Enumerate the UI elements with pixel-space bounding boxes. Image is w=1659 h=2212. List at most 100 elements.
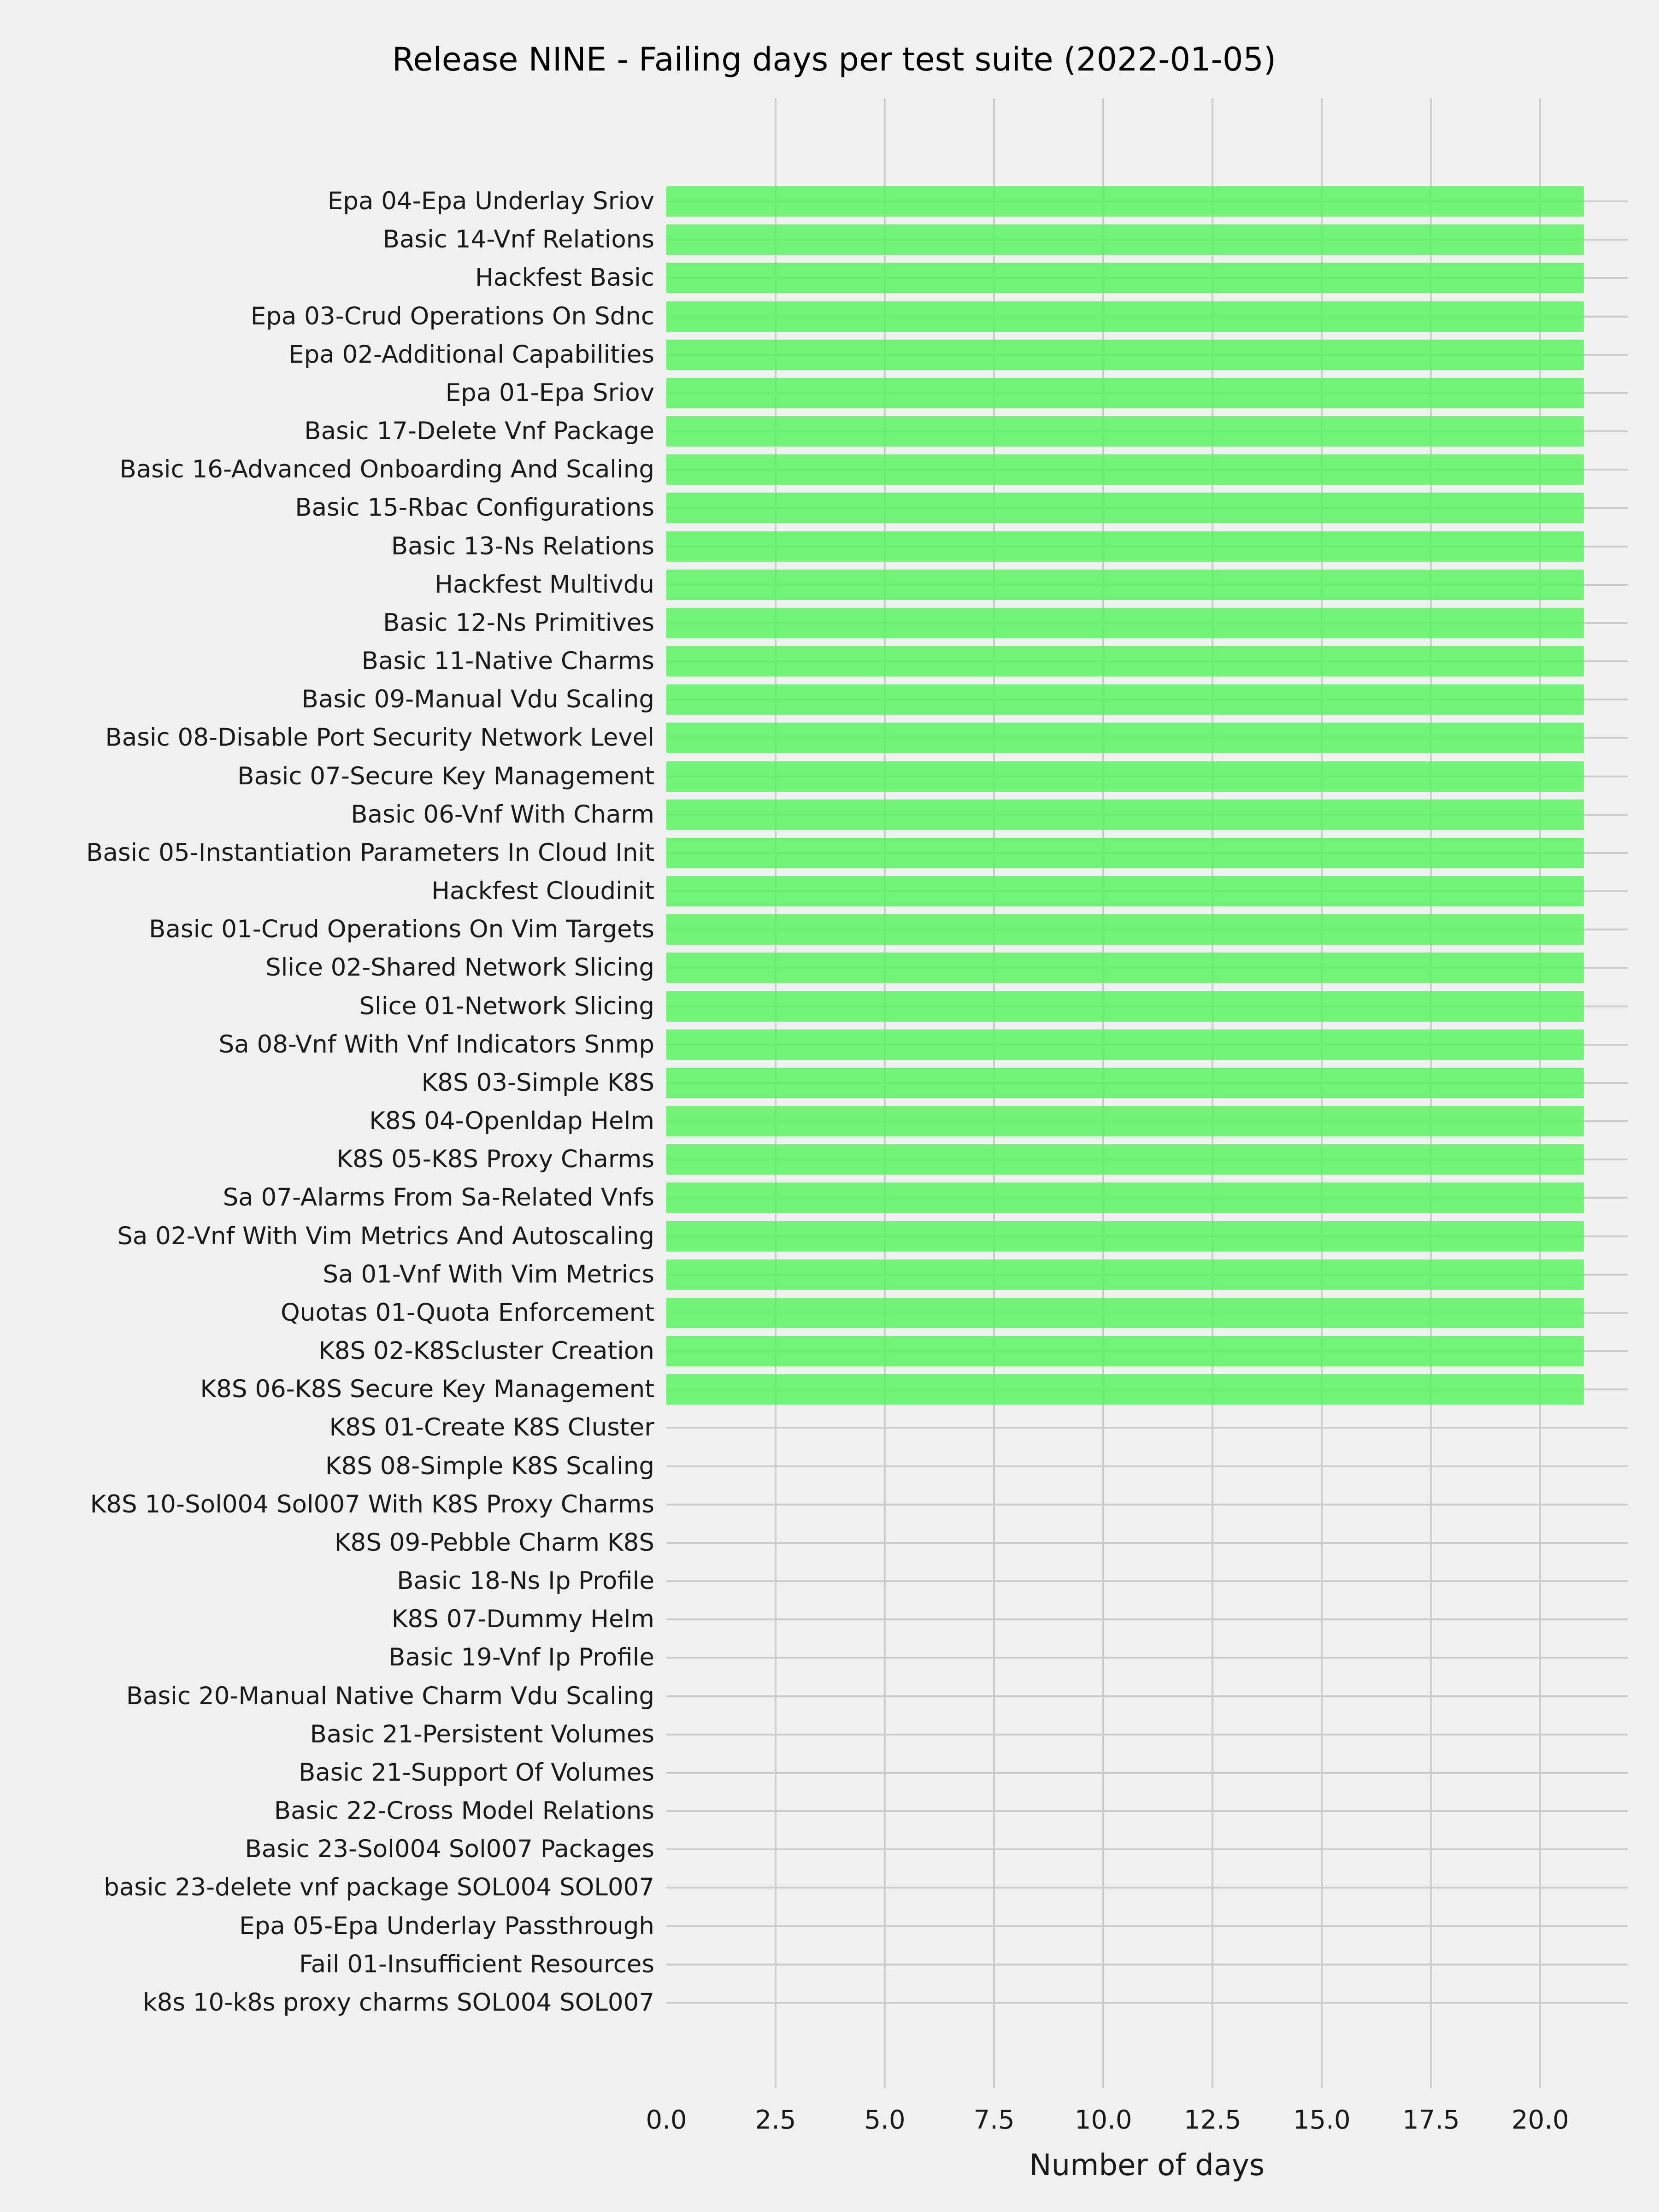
y-tick-label: Basic 05-Instantiation Parameters In Clo… bbox=[86, 838, 654, 867]
y-tick-label: Basic 19-Vnf Ip Profile bbox=[388, 1643, 654, 1672]
bar-row bbox=[666, 681, 1628, 719]
bar bbox=[666, 646, 1584, 677]
bar-row bbox=[666, 1485, 1628, 1524]
bar-row bbox=[666, 412, 1628, 450]
bar-row bbox=[666, 1025, 1628, 1064]
bar bbox=[666, 761, 1584, 792]
y-gridline bbox=[666, 1925, 1628, 1927]
y-tick-label: K8S 03-Simple K8S bbox=[421, 1068, 654, 1097]
bar bbox=[666, 607, 1584, 638]
y-tick-label: Basic 06-Vnf With Charm bbox=[351, 800, 654, 829]
y-tick-label: Slice 01-Network Slicing bbox=[359, 992, 654, 1020]
plot-area bbox=[666, 98, 1628, 2088]
y-tick-label: Hackfest Basic bbox=[475, 264, 654, 292]
x-tick-label: 20.0 bbox=[1512, 2105, 1569, 2135]
chart-title: Release NINE - Failing days per test sui… bbox=[392, 41, 1277, 78]
bar-row bbox=[666, 1869, 1628, 1907]
bar bbox=[666, 1029, 1584, 1060]
y-gridline bbox=[666, 1771, 1628, 1774]
y-tick-label: K8S 04-Openldap Helm bbox=[369, 1107, 654, 1135]
y-gridline bbox=[666, 1657, 1628, 1659]
y-tick-label: K8S 07-Dummy Helm bbox=[391, 1605, 654, 1634]
bar-row bbox=[666, 489, 1628, 527]
y-gridline bbox=[666, 1810, 1628, 1812]
bar-row bbox=[666, 1792, 1628, 1830]
y-tick-label: Basic 23-Sol004 Sol007 Packages bbox=[245, 1835, 654, 1864]
bar-row bbox=[666, 182, 1628, 220]
x-tick-label: 2.5 bbox=[755, 2105, 796, 2135]
y-tick-label: basic 23-delete vnf package SOL004 SOL00… bbox=[104, 1873, 654, 1902]
y-gridline bbox=[666, 1618, 1628, 1621]
bar-row bbox=[666, 911, 1628, 949]
bar bbox=[666, 1106, 1584, 1137]
bar bbox=[666, 569, 1584, 600]
y-tick-label: Basic 01-Crud Operations On Vim Targets bbox=[149, 915, 654, 944]
bar bbox=[666, 837, 1584, 868]
y-tick-label: Basic 17-Delete Vnf Package bbox=[304, 417, 654, 446]
y-gridline bbox=[666, 1848, 1628, 1851]
y-tick-label: Basic 14-Vnf Relations bbox=[382, 225, 654, 254]
bar-row bbox=[666, 1524, 1628, 1562]
bar bbox=[666, 799, 1584, 830]
bar-row bbox=[666, 259, 1628, 297]
bar-row bbox=[666, 297, 1628, 335]
bar-row bbox=[666, 1447, 1628, 1485]
bar-row bbox=[666, 1907, 1628, 1945]
x-tick-label: 12.5 bbox=[1183, 2105, 1241, 2135]
bar-row bbox=[666, 1332, 1628, 1371]
bar bbox=[666, 1182, 1584, 1213]
bar bbox=[666, 531, 1584, 562]
bar bbox=[666, 991, 1584, 1022]
y-tick-label: Basic 15-Rbac Configurations bbox=[295, 494, 654, 522]
y-tick-label: Basic 21-Persistent Volumes bbox=[310, 1720, 655, 1748]
x-tick-label: 5.0 bbox=[864, 2105, 906, 2135]
y-gridline bbox=[666, 1963, 1628, 1965]
bar bbox=[666, 1221, 1584, 1252]
bar-row bbox=[666, 1562, 1628, 1600]
y-tick-label: Sa 01-Vnf With Vim Metrics bbox=[323, 1260, 654, 1288]
x-tick-label: 17.5 bbox=[1402, 2105, 1460, 2135]
y-tick-label: K8S 06-K8S Secure Key Management bbox=[200, 1375, 654, 1404]
bar-row bbox=[666, 565, 1628, 604]
y-tick-label: Sa 07-Alarms From Sa-Related Vnfs bbox=[223, 1183, 654, 1212]
y-tick-label: Basic 20-Manual Native Charm Vdu Scaling bbox=[126, 1682, 654, 1710]
bar-row bbox=[666, 872, 1628, 910]
y-gridline bbox=[666, 1427, 1628, 1429]
bar-row bbox=[666, 1217, 1628, 1255]
bar-row bbox=[666, 757, 1628, 795]
y-tick-label: Basic 16-Advanced Onboarding And Scaling bbox=[119, 455, 654, 484]
x-tick-label: 0.0 bbox=[646, 2105, 687, 2135]
y-gridline bbox=[666, 1733, 1628, 1735]
y-tick-label: K8S 05-K8S Proxy Charms bbox=[336, 1145, 654, 1174]
bar-row bbox=[666, 1677, 1628, 1715]
y-tick-label: Fail 01-Insufficient Resources bbox=[299, 1950, 654, 1978]
bar bbox=[666, 377, 1584, 408]
bar bbox=[666, 953, 1584, 983]
y-gridline bbox=[666, 1887, 1628, 1889]
bar-row bbox=[666, 1753, 1628, 1792]
y-gridline bbox=[666, 1580, 1628, 1583]
bar-row bbox=[666, 1294, 1628, 1332]
bar bbox=[666, 723, 1584, 753]
bar bbox=[666, 263, 1584, 294]
y-gridline bbox=[666, 2001, 1628, 2004]
bar bbox=[666, 1259, 1584, 1290]
y-tick-label: K8S 10-Sol004 Sol007 With K8S Proxy Char… bbox=[90, 1490, 655, 1518]
bar-row bbox=[666, 451, 1628, 489]
bar bbox=[666, 416, 1584, 447]
bar bbox=[666, 914, 1584, 945]
y-tick-label: Quotas 01-Quota Enforcement bbox=[281, 1298, 654, 1327]
bar-row bbox=[666, 1830, 1628, 1869]
bar bbox=[666, 1144, 1584, 1175]
y-gridline bbox=[666, 1695, 1628, 1697]
y-tick-label: Epa 05-Epa Underlay Passthrough bbox=[239, 1912, 654, 1940]
bar-row bbox=[666, 1064, 1628, 1102]
y-tick-label: Epa 01-Epa Sriov bbox=[445, 378, 654, 407]
y-tick-label: K8S 01-Create K8S Cluster bbox=[329, 1413, 654, 1442]
bar-row bbox=[666, 527, 1628, 565]
bar-row bbox=[666, 374, 1628, 412]
bar bbox=[666, 1067, 1584, 1098]
bar bbox=[666, 224, 1584, 255]
y-tick-label: K8S 09-Pebble Charm K8S bbox=[334, 1528, 654, 1557]
